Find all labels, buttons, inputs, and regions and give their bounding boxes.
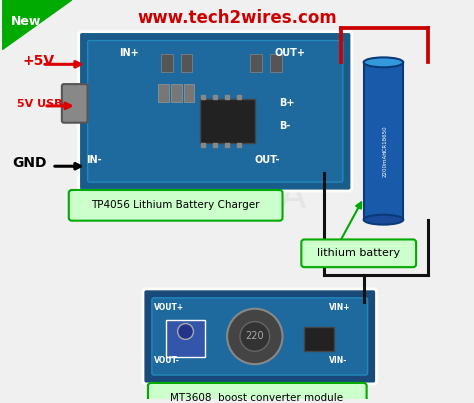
FancyBboxPatch shape — [62, 84, 88, 123]
Bar — [166, 320, 205, 357]
Text: OUT-: OUT- — [255, 155, 280, 165]
FancyBboxPatch shape — [148, 383, 366, 403]
Ellipse shape — [364, 57, 403, 67]
Text: B+: B+ — [280, 98, 295, 108]
Bar — [158, 84, 169, 102]
FancyBboxPatch shape — [79, 32, 352, 191]
Circle shape — [240, 322, 270, 351]
Text: VIN-: VIN- — [329, 356, 347, 365]
FancyBboxPatch shape — [301, 239, 416, 267]
Text: IN-: IN- — [87, 155, 102, 165]
FancyBboxPatch shape — [88, 41, 343, 182]
Text: GND: GND — [12, 156, 47, 170]
Text: +5V: +5V — [22, 54, 55, 69]
FancyBboxPatch shape — [69, 190, 283, 221]
Text: New: New — [10, 15, 41, 28]
Text: MT3608  boost converter module: MT3608 boost converter module — [170, 393, 343, 403]
Bar — [250, 54, 262, 72]
Text: VOUT+: VOUT+ — [154, 303, 184, 312]
FancyBboxPatch shape — [152, 298, 368, 375]
Text: VOUT-: VOUT- — [154, 356, 180, 365]
Text: 2200mAh: 2200mAh — [383, 150, 388, 177]
Ellipse shape — [364, 215, 403, 224]
Text: IN+: IN+ — [119, 48, 139, 58]
Bar — [181, 54, 192, 72]
Bar — [161, 54, 173, 72]
Bar — [364, 62, 403, 220]
Circle shape — [178, 324, 193, 339]
Bar — [201, 99, 255, 143]
Text: www.tech2wires.com: www.tech2wires.com — [137, 9, 337, 27]
Bar — [171, 84, 182, 102]
Circle shape — [227, 309, 283, 364]
Text: lithium battery: lithium battery — [317, 248, 400, 258]
Text: B-: B- — [280, 120, 291, 131]
Text: ICR18650: ICR18650 — [383, 125, 388, 152]
FancyBboxPatch shape — [143, 289, 376, 384]
Text: 220: 220 — [246, 331, 264, 341]
Text: OUT+: OUT+ — [274, 48, 306, 58]
Bar — [183, 84, 194, 102]
Text: TP4056 Lithium Battery Charger: TP4056 Lithium Battery Charger — [91, 200, 260, 210]
Text: WATGA: WATGA — [167, 179, 307, 217]
Text: VIN+: VIN+ — [329, 303, 351, 312]
Polygon shape — [2, 0, 72, 50]
Bar — [270, 54, 282, 72]
Text: 5V USB: 5V USB — [18, 99, 63, 109]
Bar — [304, 326, 334, 351]
